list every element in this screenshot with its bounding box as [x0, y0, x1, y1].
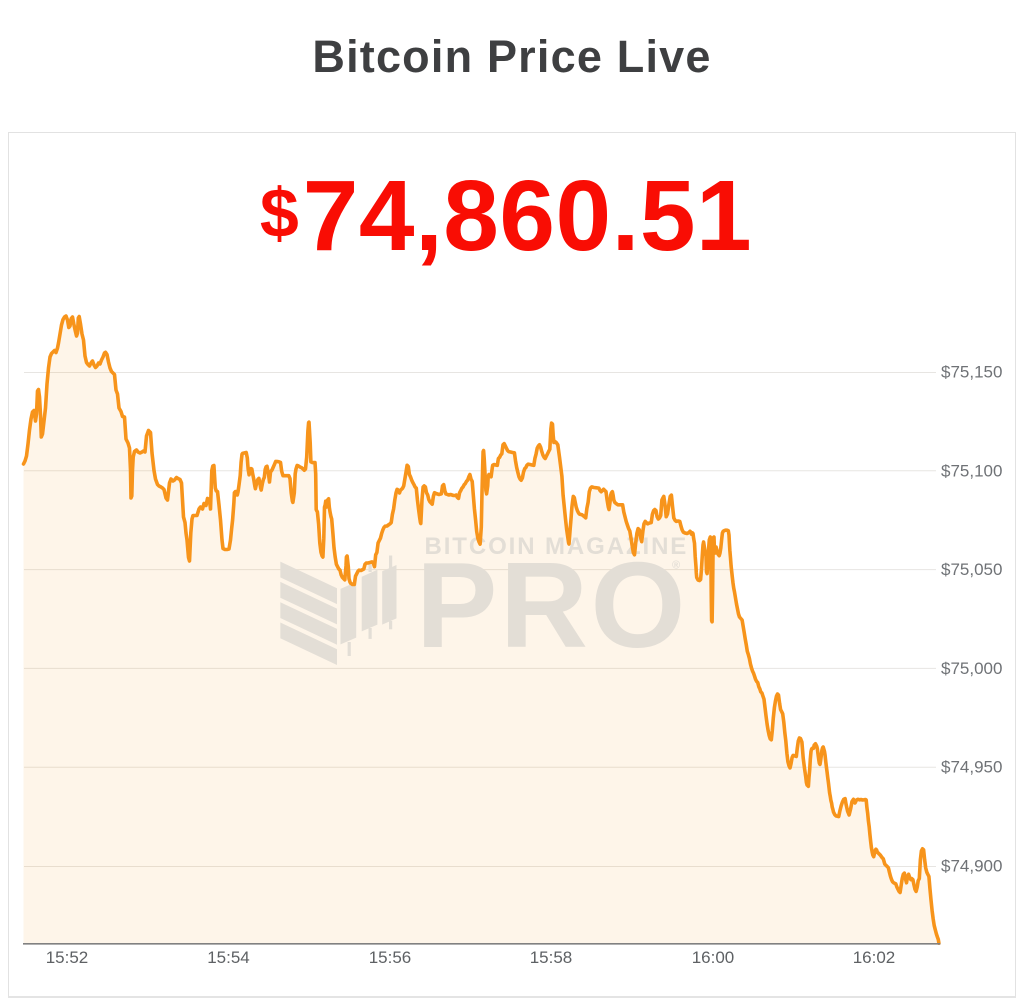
svg-text:16:00: 16:00 [692, 948, 735, 967]
svg-text:15:54: 15:54 [207, 948, 250, 967]
svg-text:15:52: 15:52 [46, 948, 89, 967]
svg-text:15:58: 15:58 [530, 948, 573, 967]
svg-text:16:02: 16:02 [853, 948, 896, 967]
svg-text:15:56: 15:56 [369, 948, 412, 967]
svg-text:$74,900: $74,900 [941, 857, 1002, 876]
svg-text:®: ® [672, 560, 680, 572]
svg-text:$75,150: $75,150 [941, 363, 1002, 382]
svg-text:$75,100: $75,100 [941, 461, 1002, 480]
svg-text:PRO: PRO [416, 537, 688, 673]
svg-text:$75,050: $75,050 [941, 560, 1002, 579]
svg-text:$74,950: $74,950 [941, 758, 1002, 777]
svg-text:$75,000: $75,000 [941, 659, 1002, 678]
